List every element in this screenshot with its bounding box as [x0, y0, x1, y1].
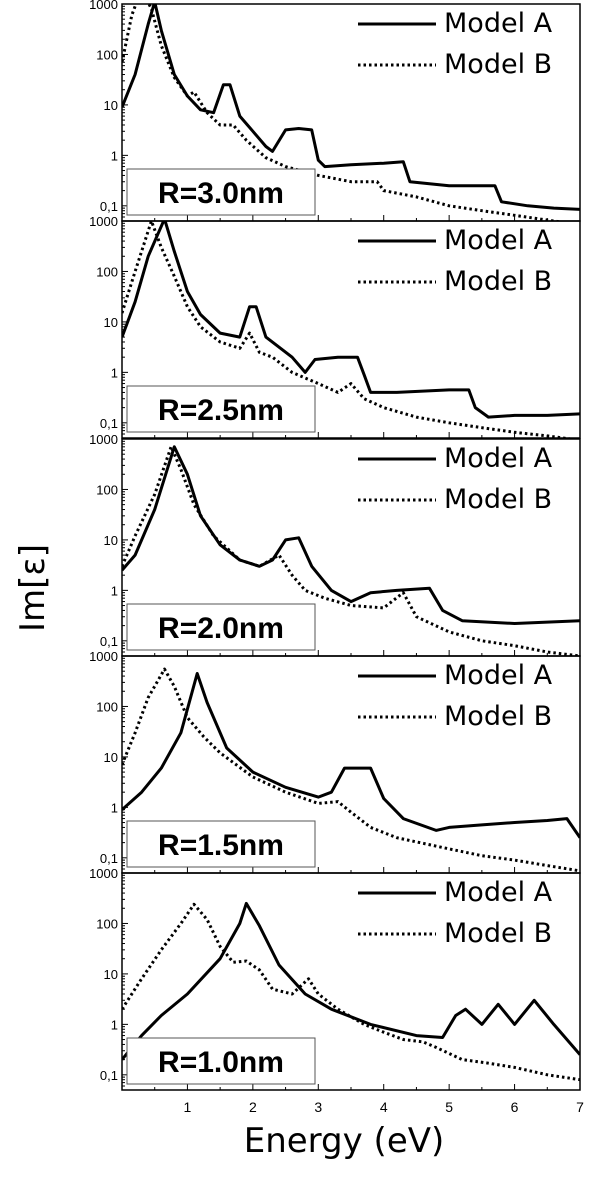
x-axis-label: Energy (eV) [244, 1121, 445, 1161]
y-tick-label: 1000 [89, 866, 118, 881]
legend-label: Model A [444, 660, 553, 691]
x-tick-label: 2 [249, 1099, 257, 1115]
y-tick-label: 100 [96, 482, 118, 497]
radius-label: R=1.5nm [158, 829, 284, 862]
radius-label: R=2.0nm [158, 612, 284, 645]
radius-label: R=1.0nm [158, 1046, 284, 1079]
radius-label-box [126, 603, 316, 651]
y-tick-label: 1 [111, 148, 118, 163]
legend-label: Model B [444, 49, 552, 80]
series-model-a-line [122, 221, 580, 419]
y-tick-label: 0,1 [100, 416, 118, 431]
series-model-b-line [122, 4, 565, 221]
series-model-b-line [122, 221, 575, 438]
y-axis-label: Im[ε] [13, 544, 53, 632]
panel-3: 0,1 1 10 100 1000 Model A Model B R=2.0nm [89, 432, 581, 657]
radius-label-box [126, 820, 316, 868]
legend-label: Model B [444, 701, 552, 732]
radius-label-box [126, 385, 316, 433]
panel-1: 0,1 1 10 100 1000 Model A Model B R=3.0nm [89, 0, 581, 222]
y-tick-label: 0,1 [100, 199, 118, 214]
y-tick-label: 1 [111, 1017, 118, 1032]
panel-2: 0,1 1 10 100 1000 Model A Model B R=2.5nm [89, 214, 581, 439]
legend-label: Model B [444, 918, 552, 949]
legend-label: Model B [444, 266, 552, 297]
x-tick-label: 4 [380, 1099, 388, 1115]
x-tick-label: 6 [511, 1099, 519, 1115]
radius-label-box [126, 1037, 316, 1085]
legend-label: Model A [444, 877, 553, 908]
series-model-a-line [122, 901, 580, 1061]
y-tick-label: 10 [104, 98, 118, 113]
y-tick-label: 10 [104, 750, 118, 765]
y-tick-label: 1000 [89, 0, 118, 12]
legend-label: Model B [444, 484, 552, 515]
x-tick-label: 5 [445, 1099, 453, 1115]
y-tick-label: 1000 [89, 649, 118, 664]
y-tick-label: 10 [104, 315, 118, 330]
y-tick-label: 100 [96, 699, 118, 714]
y-tick-label: 100 [96, 264, 118, 279]
panel-4: 0,1 1 10 100 1000 Model A Model B R=1.5nm [89, 649, 581, 874]
y-tick-label: 0,1 [100, 851, 118, 866]
panel-5: 0,1 1 10 100 1000 Model A Model B R=1.0nm [89, 866, 581, 1091]
legend-label: Model A [444, 225, 553, 256]
y-tick-label: 100 [96, 47, 118, 62]
y-tick-label: 10 [104, 533, 118, 548]
legend-label: Model A [444, 8, 553, 39]
y-tick-label: 10 [104, 967, 118, 982]
y-tick-label: 1000 [89, 432, 118, 447]
series-model-b-line [122, 902, 580, 1082]
x-tick-label: 3 [314, 1099, 322, 1115]
series-model-b-line [122, 445, 580, 656]
legend-label: Model A [444, 443, 553, 474]
x-tick-label: 7 [576, 1099, 584, 1115]
radius-label: R=2.5nm [158, 394, 284, 427]
radius-label-box [126, 168, 316, 216]
y-tick-label: 0,1 [100, 1068, 118, 1083]
series-model-a-line [122, 672, 580, 839]
series-model-a-line [122, 4, 580, 211]
series-model-a-line [122, 445, 580, 625]
y-tick-label: 100 [96, 916, 118, 931]
y-tick-label: 1 [111, 583, 118, 598]
radius-label: R=3.0nm [158, 177, 284, 210]
x-tick-label: 1 [184, 1099, 192, 1115]
y-tick-label: 1 [111, 365, 118, 380]
y-tick-label: 0,1 [100, 634, 118, 649]
y-tick-label: 1 [111, 800, 118, 815]
y-tick-label: 1000 [89, 214, 118, 229]
